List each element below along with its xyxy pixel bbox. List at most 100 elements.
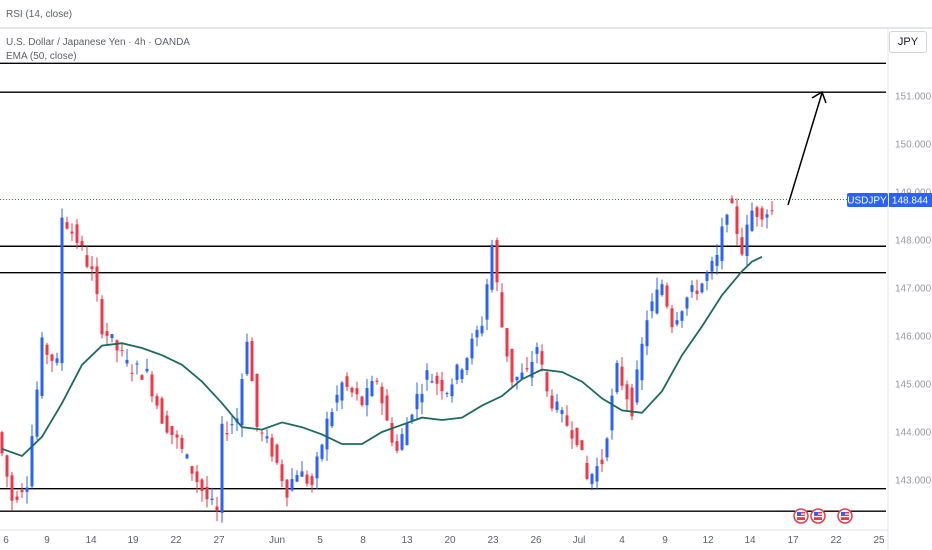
candle [655, 277, 659, 315]
candle [0, 430, 4, 457]
candle [155, 393, 159, 410]
candle [445, 391, 449, 398]
time-tick-label: 4 [619, 535, 625, 546]
candle [190, 465, 194, 481]
candle [350, 386, 354, 398]
symbol-title[interactable]: U.S. Dollar / Japanese Yen · 4h · OANDA [6, 37, 190, 48]
candle [200, 478, 204, 502]
time-tick-label: 27 [213, 535, 225, 546]
price-tick-label: 147.000 [895, 284, 932, 295]
candle [75, 219, 79, 249]
candle [245, 333, 249, 377]
ema-line[interactable] [1, 255, 763, 458]
candle [630, 383, 634, 421]
time-tick-label: 25 [873, 535, 885, 546]
candle [160, 396, 164, 424]
candle [60, 208, 64, 371]
candle [305, 470, 309, 487]
candle [150, 371, 154, 403]
price-tick-label: 145.000 [895, 380, 932, 391]
horizontal-levels[interactable] [0, 62, 886, 512]
candle [335, 385, 339, 412]
candle [580, 440, 584, 451]
candle [550, 389, 554, 412]
candle [425, 363, 429, 391]
candle [750, 202, 754, 233]
candle [55, 352, 59, 366]
candle [720, 217, 724, 270]
candle [290, 468, 294, 492]
candle [185, 453, 189, 460]
current-price: 148.844 [892, 196, 929, 207]
price-tick-label: 146.000 [895, 332, 932, 343]
currency-button[interactable]: JPY [889, 31, 927, 53]
candle [755, 205, 759, 227]
economic-calendar-events[interactable] [793, 508, 853, 524]
candle [565, 405, 569, 427]
time-tick-label: 22 [830, 535, 842, 546]
rsi-indicator-label[interactable]: RSI (14, close) [6, 9, 72, 20]
candle [500, 283, 504, 328]
candle [605, 436, 609, 462]
candle [25, 476, 29, 504]
candle [360, 395, 364, 407]
time-tick-label: 20 [444, 535, 456, 546]
candle [40, 332, 44, 399]
candle [250, 337, 254, 382]
ema-indicator-label[interactable]: EMA (50, close) [6, 51, 77, 62]
candle [270, 433, 274, 462]
candle [525, 357, 529, 373]
candle [465, 356, 469, 376]
candle [460, 367, 464, 383]
candle [280, 459, 284, 488]
current-price-tag[interactable]: USDJPY 148.844 [847, 193, 932, 207]
candle [420, 383, 424, 415]
candle [390, 417, 394, 447]
candle [105, 322, 109, 345]
current-symbol-tag [847, 193, 888, 207]
candle [435, 372, 439, 396]
us-flag-icon[interactable] [837, 508, 853, 524]
candle [15, 490, 19, 503]
candle [455, 363, 459, 385]
projection-arrow[interactable] [787, 90, 827, 206]
candle [450, 378, 454, 403]
candle [475, 325, 479, 347]
time-tick-label: 13 [401, 535, 413, 546]
us-flag-icon[interactable] [793, 508, 809, 524]
price-tick-label: 144.000 [895, 428, 932, 439]
time-tick-label: 22 [170, 535, 182, 546]
candle [635, 360, 639, 405]
candle [320, 443, 324, 462]
candle [710, 256, 714, 280]
candle [300, 461, 304, 478]
time-tick-label: 17 [787, 535, 799, 546]
candle [35, 381, 39, 440]
candle [505, 328, 509, 362]
candle [395, 434, 399, 454]
candle [480, 316, 484, 337]
candle [760, 205, 764, 227]
time-tick-label: 14 [744, 535, 756, 546]
candle [685, 296, 689, 316]
candle [485, 278, 489, 331]
candle [590, 472, 594, 491]
time-tick-label: 14 [85, 535, 97, 546]
candle [595, 457, 599, 490]
candle [265, 429, 269, 444]
candle [295, 470, 299, 482]
us-flag-icon[interactable] [810, 508, 826, 524]
candle [310, 473, 314, 493]
candle [495, 237, 499, 292]
candle [130, 364, 134, 382]
candle [355, 381, 359, 401]
candle [260, 429, 264, 442]
candle [520, 363, 524, 380]
candle [670, 304, 674, 334]
time-axis-ticks: 6 9 14 19 22 27 Jun 5 8 13 20 23 26 Jul 4 9 12 14 17 22 25 [3, 535, 885, 546]
price-tick-label: 143.000 [895, 476, 932, 487]
candle [340, 380, 344, 410]
candle [180, 434, 184, 454]
